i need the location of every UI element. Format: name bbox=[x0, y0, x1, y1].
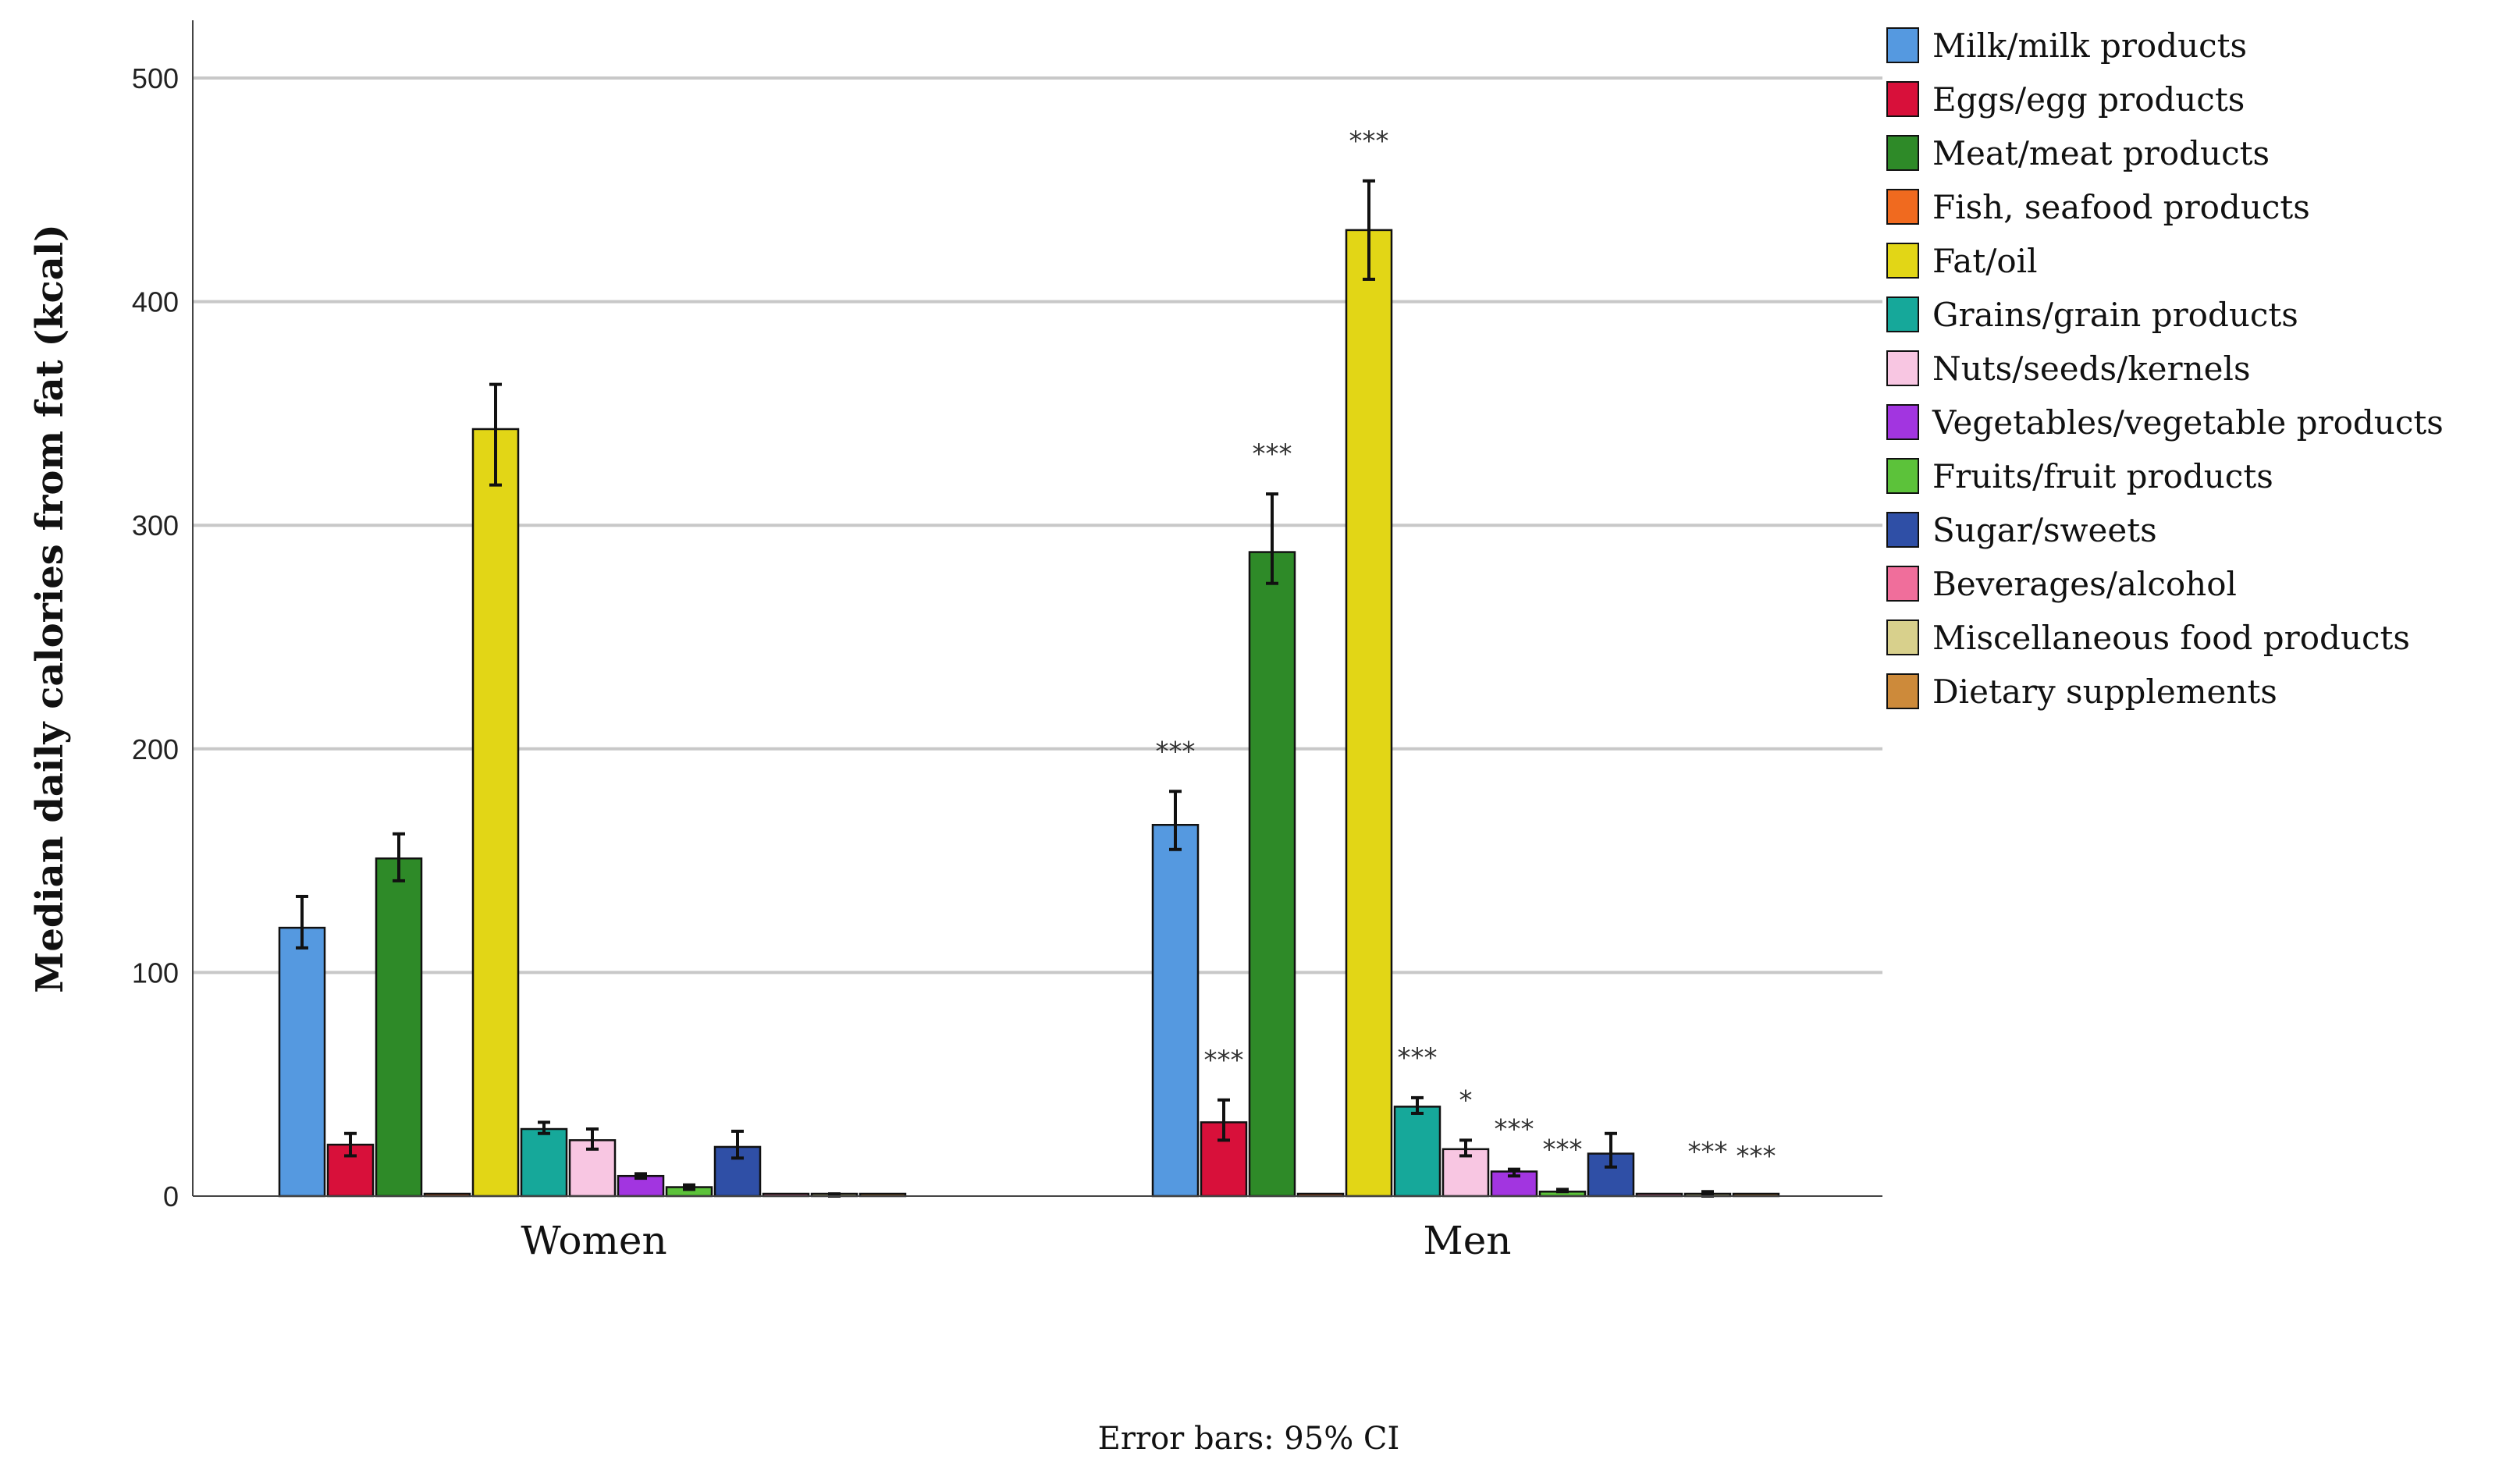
legend-label: Meat/meat products bbox=[1932, 134, 2270, 172]
legend-swatch bbox=[1886, 189, 1919, 225]
significance-marker: *** bbox=[1253, 438, 1292, 470]
legend-swatch bbox=[1886, 27, 1919, 63]
y-tick-label: 300 bbox=[132, 509, 179, 541]
legend-label: Grains/grain products bbox=[1932, 296, 2298, 334]
legend-label: Sugar/sweets bbox=[1932, 511, 2157, 549]
bar bbox=[471, 428, 520, 1198]
legend-label: Dietary supplements bbox=[1932, 673, 2277, 711]
legend-swatch bbox=[1886, 458, 1919, 494]
significance-marker: *** bbox=[1156, 736, 1196, 767]
significance-marker: *** bbox=[1737, 1141, 1776, 1172]
legend-label: Fruits/fruit products bbox=[1932, 457, 2273, 495]
bar bbox=[278, 926, 326, 1198]
bar bbox=[1345, 229, 1393, 1198]
bar bbox=[1248, 551, 1296, 1198]
y-tick-label: 200 bbox=[132, 733, 179, 765]
legend-swatch bbox=[1886, 243, 1919, 279]
significance-marker: *** bbox=[1543, 1134, 1583, 1165]
bar bbox=[375, 857, 423, 1198]
legend-swatch bbox=[1886, 404, 1919, 440]
legend-label: Milk/milk products bbox=[1932, 27, 2247, 65]
significance-marker: *** bbox=[1398, 1042, 1438, 1074]
legend-label: Fish, seafood products bbox=[1932, 188, 2310, 226]
category-label: Women bbox=[521, 1218, 667, 1263]
footnote: Error bars: 95% CI bbox=[1098, 1421, 1400, 1457]
significance-marker: *** bbox=[1349, 126, 1389, 157]
y-tick-label: 100 bbox=[132, 957, 179, 989]
legend: Milk/milk products Eggs/egg products Meat/… bbox=[1886, 27, 2444, 711]
y-tick-label: 0 bbox=[163, 1180, 179, 1212]
y-tick-label: 400 bbox=[132, 286, 179, 318]
legend-label: Vegetables/vegetable products bbox=[1932, 403, 2444, 442]
legend-label: Beverages/alcohol bbox=[1932, 565, 2237, 603]
legend-label: Fat/oil bbox=[1932, 242, 2038, 280]
y-ticks: 0 100 200 300 400 500 bbox=[132, 62, 179, 1212]
legend-swatch bbox=[1886, 350, 1919, 386]
significance-marker: *** bbox=[1204, 1045, 1244, 1076]
y-tick-label: 500 bbox=[132, 62, 179, 94]
bar bbox=[520, 1127, 568, 1198]
significance-marker: * bbox=[1459, 1085, 1473, 1116]
bar bbox=[1393, 1106, 1441, 1198]
legend-label: Miscellaneous food products bbox=[1932, 619, 2410, 657]
gridlines bbox=[193, 76, 1882, 975]
legend-swatch bbox=[1886, 566, 1919, 602]
legend-swatch bbox=[1886, 135, 1919, 171]
significance-marker: *** bbox=[1688, 1136, 1728, 1167]
bars: ********************** *** *** bbox=[278, 126, 1780, 1198]
legend-swatch bbox=[1886, 673, 1919, 709]
axes: Median daily calories from fat (kcal) bbox=[28, 20, 1882, 1197]
y-axis-label: Median daily calories from fat (kcal) bbox=[28, 224, 72, 993]
legend-swatch bbox=[1886, 296, 1919, 332]
x-category-labels: Women Men bbox=[521, 1218, 1511, 1263]
legend-swatch bbox=[1886, 512, 1919, 548]
category-label: Men bbox=[1424, 1218, 1512, 1263]
legend-label: Nuts/seeds/kernels bbox=[1932, 350, 2251, 388]
legend-swatch bbox=[1886, 620, 1919, 655]
bar bbox=[1151, 823, 1200, 1198]
significance-marker: *** bbox=[1495, 1114, 1534, 1145]
legend-label: Eggs/egg products bbox=[1932, 80, 2245, 119]
legend-swatch bbox=[1886, 81, 1919, 117]
